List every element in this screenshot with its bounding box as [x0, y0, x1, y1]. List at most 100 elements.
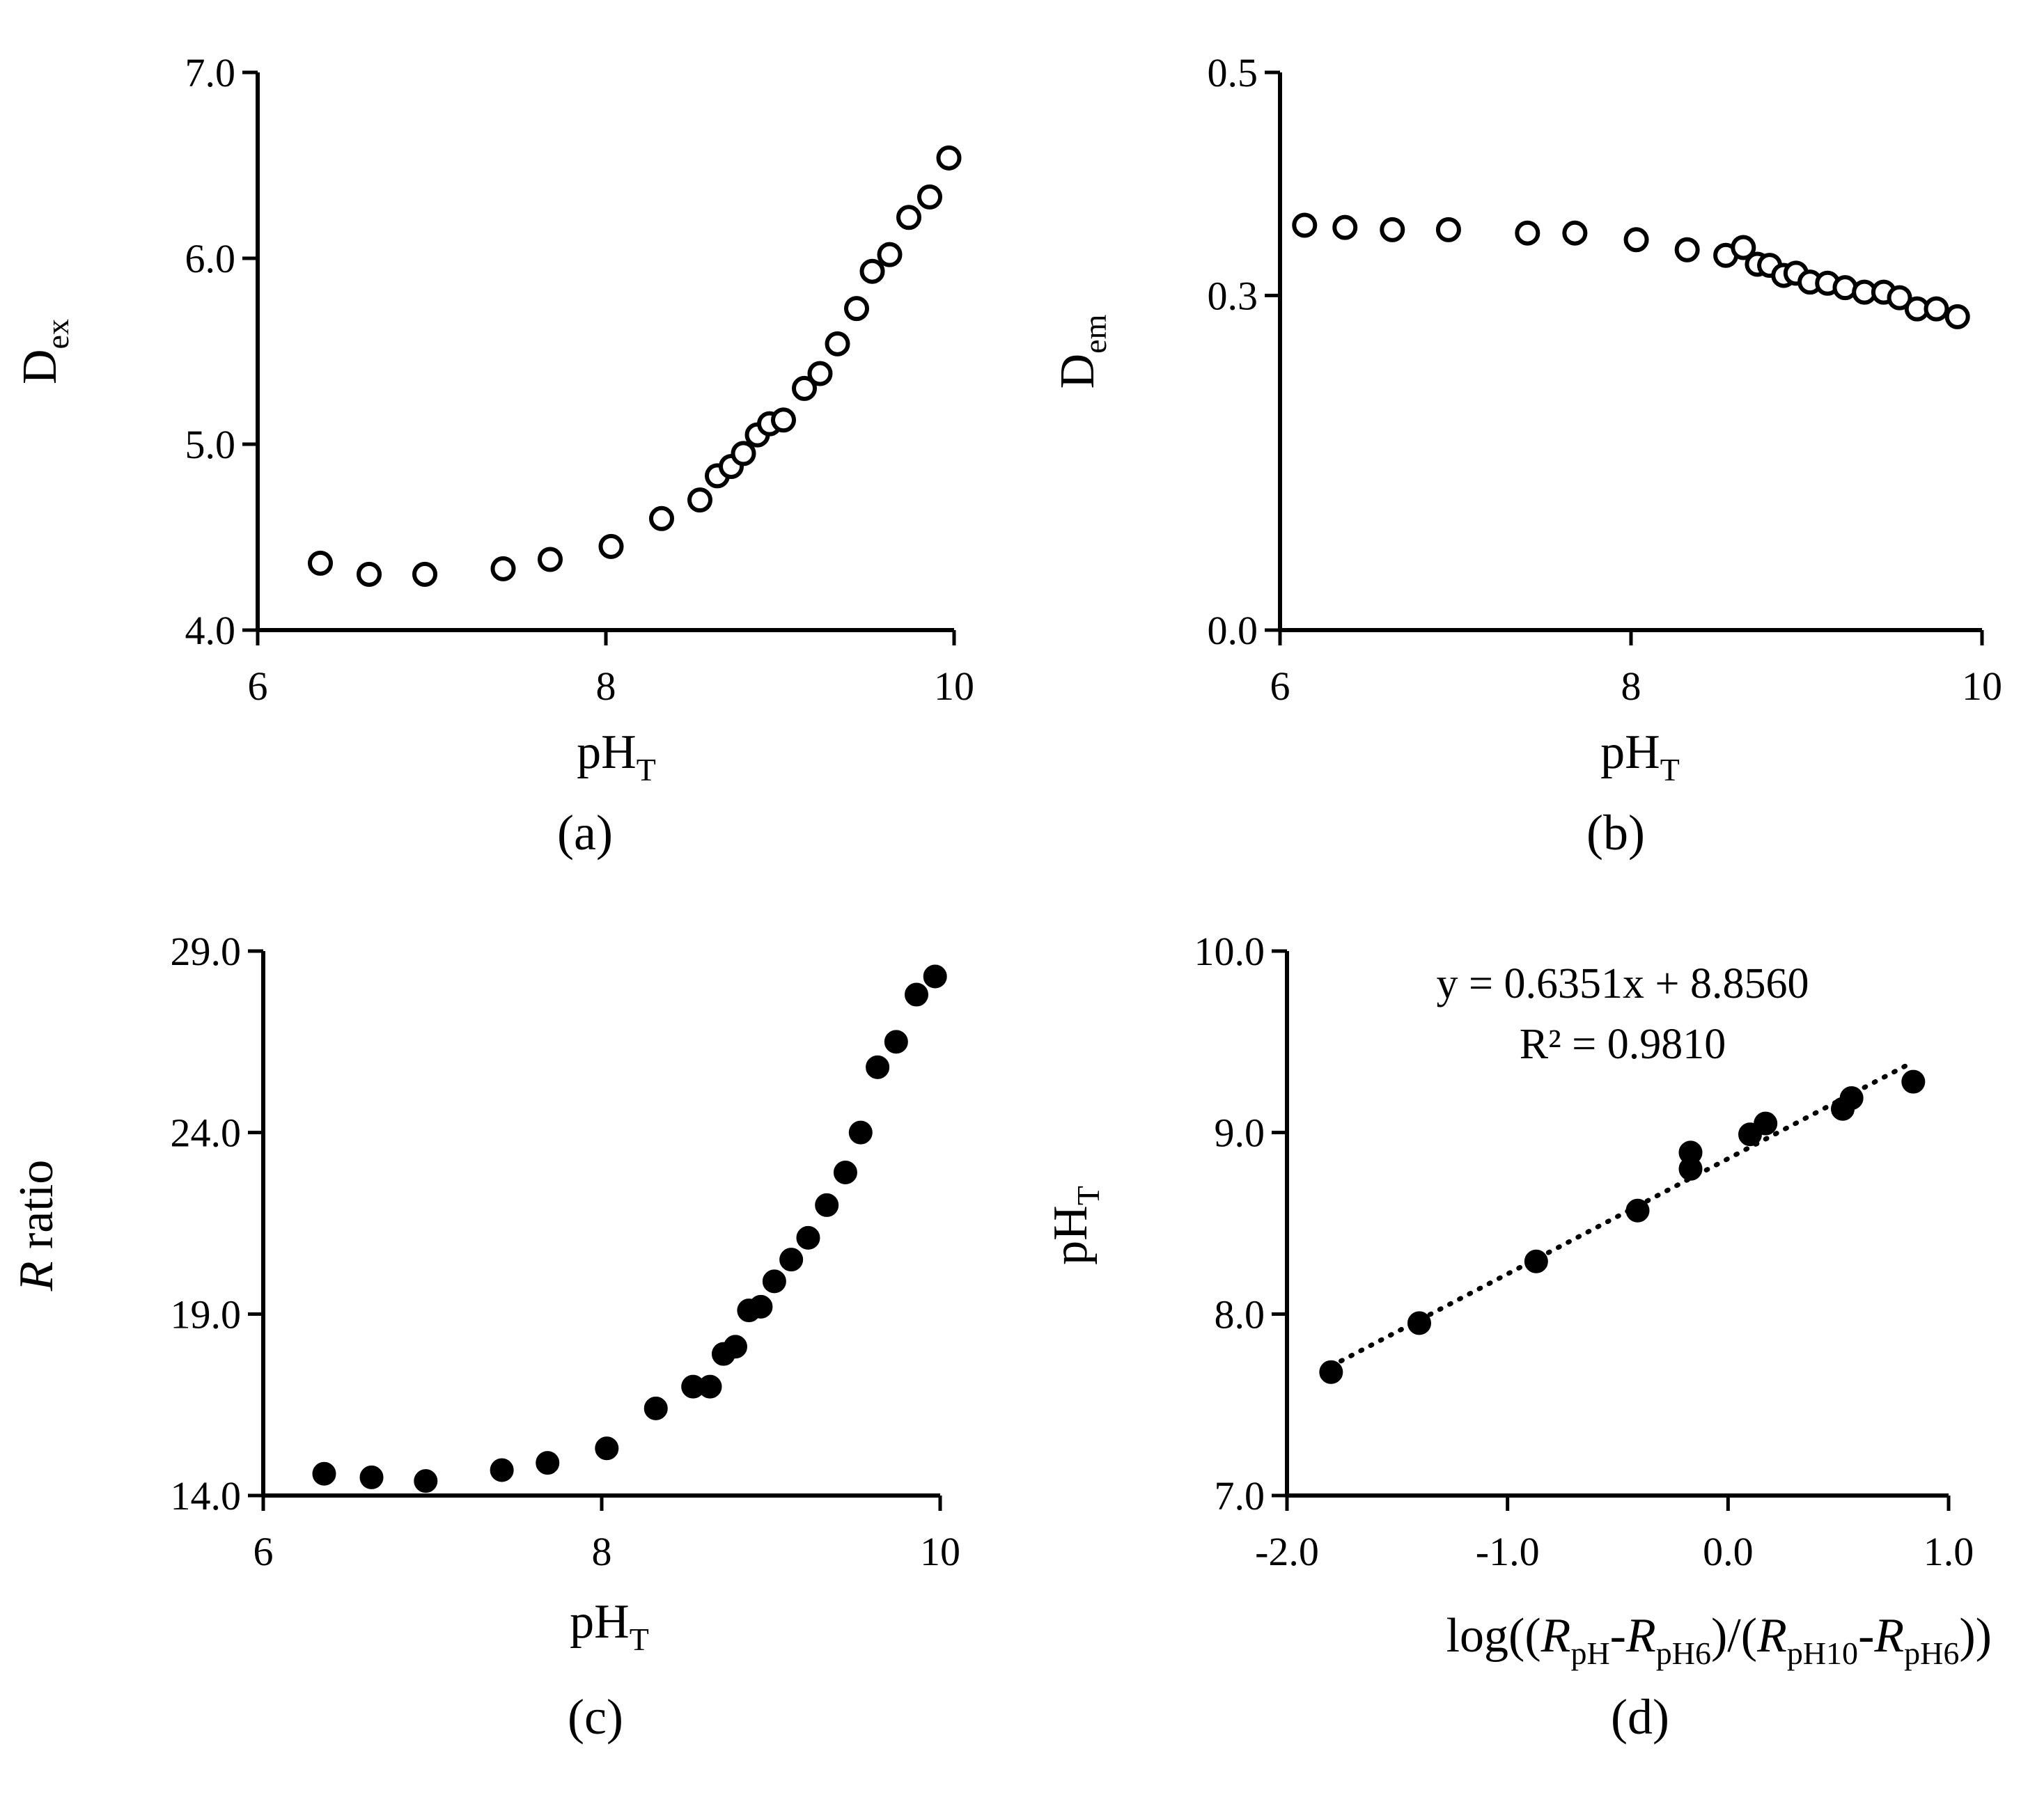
data-point — [687, 487, 712, 513]
data-point — [598, 533, 624, 559]
x-tick-label: 6 — [1270, 664, 1290, 709]
data-point — [312, 1461, 336, 1486]
x-tick-label: -1.0 — [1476, 1529, 1540, 1574]
x-tick-label: 8 — [1621, 664, 1641, 709]
x-tick-label: 0.0 — [1703, 1529, 1754, 1574]
panel-label: (a) — [557, 805, 613, 861]
trendline-equation: y = 0.6351x + 8.8560 — [1437, 960, 1809, 1007]
data-point — [923, 964, 947, 989]
data-point — [1674, 237, 1700, 262]
y-tick-label: 7.0 — [1215, 1473, 1265, 1519]
x-tick-label: 6 — [248, 664, 268, 709]
panel-label: (d) — [1611, 1689, 1669, 1745]
data-point — [1678, 1140, 1703, 1165]
data-point — [1562, 220, 1588, 246]
y-tick-label: 19.0 — [171, 1292, 242, 1337]
data-point — [1407, 1311, 1431, 1335]
data-point — [1319, 1360, 1343, 1384]
data-point — [762, 1269, 786, 1294]
data-point — [595, 1436, 619, 1461]
y-tick-label: 8.0 — [1215, 1292, 1265, 1337]
data-point — [1901, 1069, 1926, 1094]
data-point — [1839, 1086, 1864, 1111]
data-point — [1435, 217, 1461, 242]
data-point — [490, 1458, 514, 1482]
data-point — [904, 982, 928, 1007]
data-point — [771, 407, 796, 433]
data-point — [1731, 235, 1756, 260]
data-point — [490, 556, 516, 581]
data-point — [536, 1451, 560, 1475]
data-point — [1944, 304, 1970, 329]
y-tick-label: 0.5 — [1208, 50, 1258, 95]
data-point — [807, 361, 833, 386]
y-tick-label: 0.3 — [1208, 273, 1258, 318]
data-point — [1887, 285, 1912, 311]
data-point — [844, 296, 869, 322]
y-tick-label: 4.0 — [185, 608, 236, 653]
y-axis-title: Dem — [1051, 314, 1113, 389]
data-point — [917, 184, 942, 210]
x-tick-label: 10 — [920, 1529, 960, 1574]
y-tick-label: 7.0 — [185, 50, 236, 95]
data-point — [1515, 220, 1540, 246]
data-point — [1332, 214, 1358, 240]
y-tick-label: 5.0 — [185, 422, 236, 467]
x-tick-label: 10 — [934, 664, 974, 709]
y-tick-label: 9.0 — [1215, 1111, 1265, 1156]
x-axis-title: log((RpH-RpH6)/(RpH10-RpH6)) — [1446, 1609, 1992, 1671]
data-point — [859, 258, 885, 284]
r-squared-label: R² = 0.9810 — [1520, 1021, 1726, 1068]
chart-panel-d: 7.0 8.0 9.0 10.0 -2.0 -1.0 0.0 1.0 log((RpH-RpH6… — [1044, 929, 1992, 1745]
data-point — [877, 242, 903, 267]
data-point — [815, 1193, 839, 1217]
x-tick-label: -2.0 — [1255, 1529, 1319, 1574]
data-point — [936, 145, 962, 171]
data-point — [357, 561, 382, 587]
y-tick-label: 10.0 — [1194, 929, 1265, 974]
data-point — [698, 1374, 722, 1399]
data-point — [779, 1248, 804, 1272]
data-point — [723, 1335, 747, 1359]
chart-panel-b: 0.0 0.3 0.5 6 8 10 pHT Dem (b) — [1051, 50, 2002, 861]
x-tick-label: 8 — [592, 1529, 612, 1574]
data-point — [825, 331, 850, 356]
data-point — [833, 1161, 857, 1185]
data-point — [884, 1030, 908, 1054]
data-point — [848, 1120, 873, 1145]
data-point — [749, 1294, 773, 1319]
data-point — [792, 375, 817, 401]
data-point — [1380, 217, 1405, 242]
y-axis-title: Dex — [13, 319, 75, 384]
x-tick-label: 8 — [596, 664, 616, 709]
panel-label: (b) — [1586, 805, 1645, 861]
data-point — [1292, 212, 1318, 238]
x-tick-label: 10 — [1962, 664, 2002, 709]
data-point — [412, 561, 437, 587]
y-tick-label: 0.0 — [1208, 608, 1258, 653]
data-point — [1625, 1198, 1650, 1223]
data-point — [308, 550, 333, 576]
y-tick-label: 6.0 — [185, 236, 236, 281]
data-point — [731, 441, 756, 466]
x-axis-title: pHT — [577, 725, 656, 787]
x-tick-label: 1.0 — [1924, 1529, 1974, 1574]
data-point — [649, 505, 674, 531]
data-point — [896, 205, 921, 230]
data-point — [538, 547, 563, 572]
chart-panel-c: 14.0 19.0 24.0 29.0 6 8 10 pHT R ratio (c) — [10, 929, 960, 1745]
data-point — [1924, 296, 1949, 322]
chart-panel-a: 4.0 5.0 6.0 7.0 6 8 10 pHT Dex (a) — [13, 50, 974, 861]
x-tick-label: 6 — [253, 1529, 274, 1574]
data-point — [359, 1465, 384, 1489]
data-point — [1754, 1111, 1778, 1136]
y-axis-title: pHT — [1044, 1186, 1106, 1265]
data-point — [643, 1396, 668, 1420]
y-tick-label: 29.0 — [171, 929, 242, 974]
data-point — [1524, 1249, 1548, 1273]
y-axis-title: R ratio — [10, 1160, 63, 1292]
x-axis-title: pHT — [1600, 725, 1680, 787]
data-point — [414, 1469, 438, 1493]
x-axis-title: pHT — [570, 1595, 649, 1657]
